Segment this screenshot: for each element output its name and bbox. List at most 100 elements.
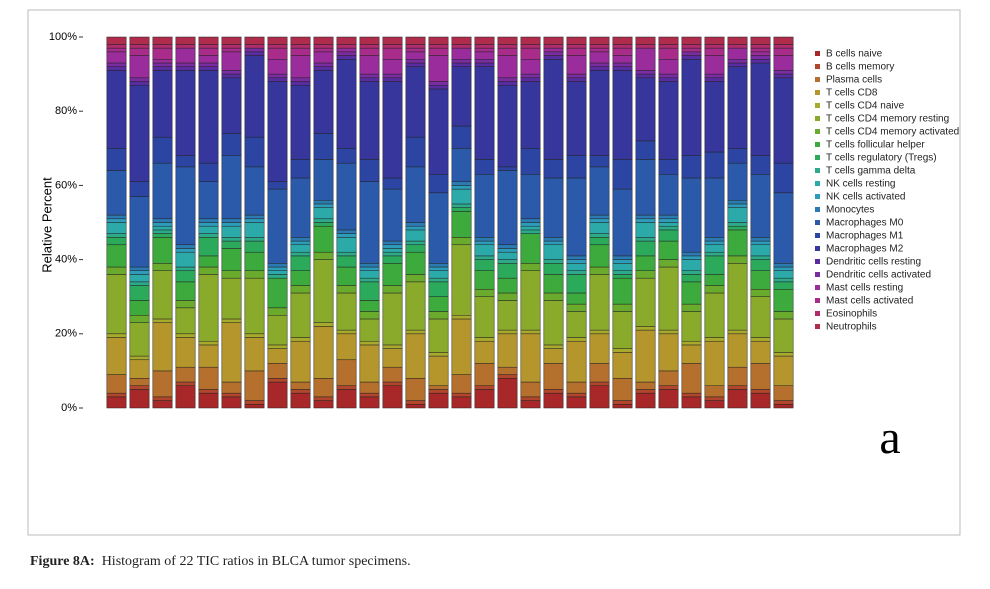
bar-segment <box>566 44 587 49</box>
bar-segment <box>382 36 403 45</box>
bar-segment <box>543 177 564 238</box>
bar-segment <box>635 277 656 327</box>
bar-segment <box>405 62 426 67</box>
bar-segment <box>474 270 495 290</box>
bar-segment <box>704 244 725 253</box>
bar-segment <box>359 318 380 342</box>
bar-segment <box>543 263 564 275</box>
bar-segment <box>244 270 265 279</box>
bar-segment <box>106 66 127 71</box>
bar-segment <box>106 237 127 246</box>
bar-segment <box>336 233 357 238</box>
bar-segment <box>497 84 518 168</box>
bar-segment <box>520 222 541 227</box>
bar-segment <box>405 222 426 227</box>
bar-segment <box>244 166 265 216</box>
bar-segment <box>267 44 288 49</box>
bar-segment <box>497 292 518 301</box>
bar-segment <box>198 218 219 223</box>
bar-segment <box>451 148 472 182</box>
bar-segment <box>313 44 334 49</box>
bar-segment <box>612 274 633 279</box>
bar-segment <box>589 381 610 386</box>
bar-segment <box>336 237 357 253</box>
bar-segment <box>773 36 794 45</box>
bar-segment <box>336 385 357 390</box>
bar-segment <box>152 263 173 271</box>
bar-segment <box>589 44 610 49</box>
bar-segment <box>382 44 403 49</box>
bar-segment <box>727 229 748 257</box>
bar-segment <box>658 44 679 49</box>
bar-segment <box>612 62 633 67</box>
bar-segment <box>658 240 679 260</box>
bar-segment <box>244 404 265 409</box>
bar-segment <box>566 177 587 257</box>
bar-segment <box>290 84 311 160</box>
bar-segment <box>405 136 426 168</box>
bar-segment <box>612 311 633 349</box>
bar-segment <box>382 77 403 82</box>
bar-segment <box>428 385 449 390</box>
bar-segment <box>198 233 219 238</box>
bar-segment <box>313 322 334 327</box>
bar-segment <box>152 62 173 67</box>
bar-segment <box>359 270 380 279</box>
bar-segment <box>474 44 495 49</box>
bar-segment <box>198 255 219 268</box>
bar-segment <box>474 174 495 238</box>
bar-segment <box>106 70 127 149</box>
bar-segment <box>727 329 748 335</box>
bar-segment <box>635 159 656 216</box>
bar-segment <box>290 392 311 409</box>
bar-segment <box>520 73 541 79</box>
bar-segment <box>727 203 748 208</box>
bar-segment <box>451 36 472 45</box>
bar-segment <box>451 318 472 375</box>
bar-segment <box>543 240 564 246</box>
bar-segment <box>152 400 173 409</box>
bar-segment <box>612 270 633 275</box>
bar-segment <box>773 266 794 271</box>
bar-segment <box>727 366 748 386</box>
bar-segment <box>267 266 288 271</box>
bar-segment <box>428 47 449 56</box>
bar-segment <box>405 66 426 138</box>
bar-segment <box>681 47 702 53</box>
bar-segment <box>175 248 196 253</box>
bar-segment <box>313 66 334 71</box>
bar-segment <box>658 259 679 268</box>
legend-swatch <box>815 142 820 147</box>
bar-segment <box>566 292 587 305</box>
bar-segment <box>612 47 633 56</box>
bar-segment <box>727 385 748 390</box>
bar-segment <box>612 400 633 405</box>
bar-segment <box>566 263 587 271</box>
bar-segment <box>589 329 610 335</box>
bar-segment <box>129 196 150 268</box>
bar-segment <box>106 51 127 64</box>
bar-segment <box>428 311 449 320</box>
bar-segment <box>474 237 495 242</box>
bar-segment <box>129 322 150 357</box>
bar-segment <box>750 289 771 297</box>
bar-segment <box>750 340 771 364</box>
bar-segment <box>474 296 495 338</box>
bar-segment <box>290 240 311 246</box>
bar-segment <box>704 251 725 257</box>
bar-segment <box>566 81 587 156</box>
bar-segment <box>175 166 196 246</box>
bar-segment <box>727 36 748 45</box>
legend-label: NK cells activated <box>826 192 905 203</box>
bar-segment <box>129 77 150 82</box>
bar-segment <box>221 392 242 398</box>
bar-segment <box>336 55 357 60</box>
bar-segment <box>474 66 495 160</box>
legend-label: Dendritic cells resting <box>826 257 921 268</box>
legend-label: Macrophages M1 <box>826 231 904 242</box>
bar-segment <box>543 389 564 394</box>
legend-swatch <box>815 298 820 303</box>
bar-segment <box>589 214 610 220</box>
legend-swatch <box>815 90 820 95</box>
bar-segment <box>152 218 173 223</box>
